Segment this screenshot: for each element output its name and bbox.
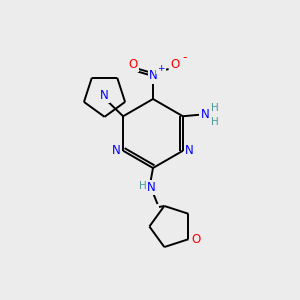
Text: H: H: [211, 117, 219, 127]
Text: N: N: [200, 108, 209, 121]
Text: N: N: [149, 69, 158, 82]
Text: N: N: [112, 144, 121, 157]
Text: H: H: [211, 103, 219, 113]
Text: O: O: [170, 58, 179, 71]
Text: H: H: [139, 181, 146, 191]
Text: O: O: [191, 233, 201, 246]
Text: O: O: [128, 58, 137, 71]
Text: N: N: [100, 89, 109, 102]
Text: -: -: [182, 51, 186, 64]
Text: N: N: [147, 181, 156, 194]
Text: +: +: [157, 64, 165, 73]
Text: N: N: [185, 144, 194, 157]
